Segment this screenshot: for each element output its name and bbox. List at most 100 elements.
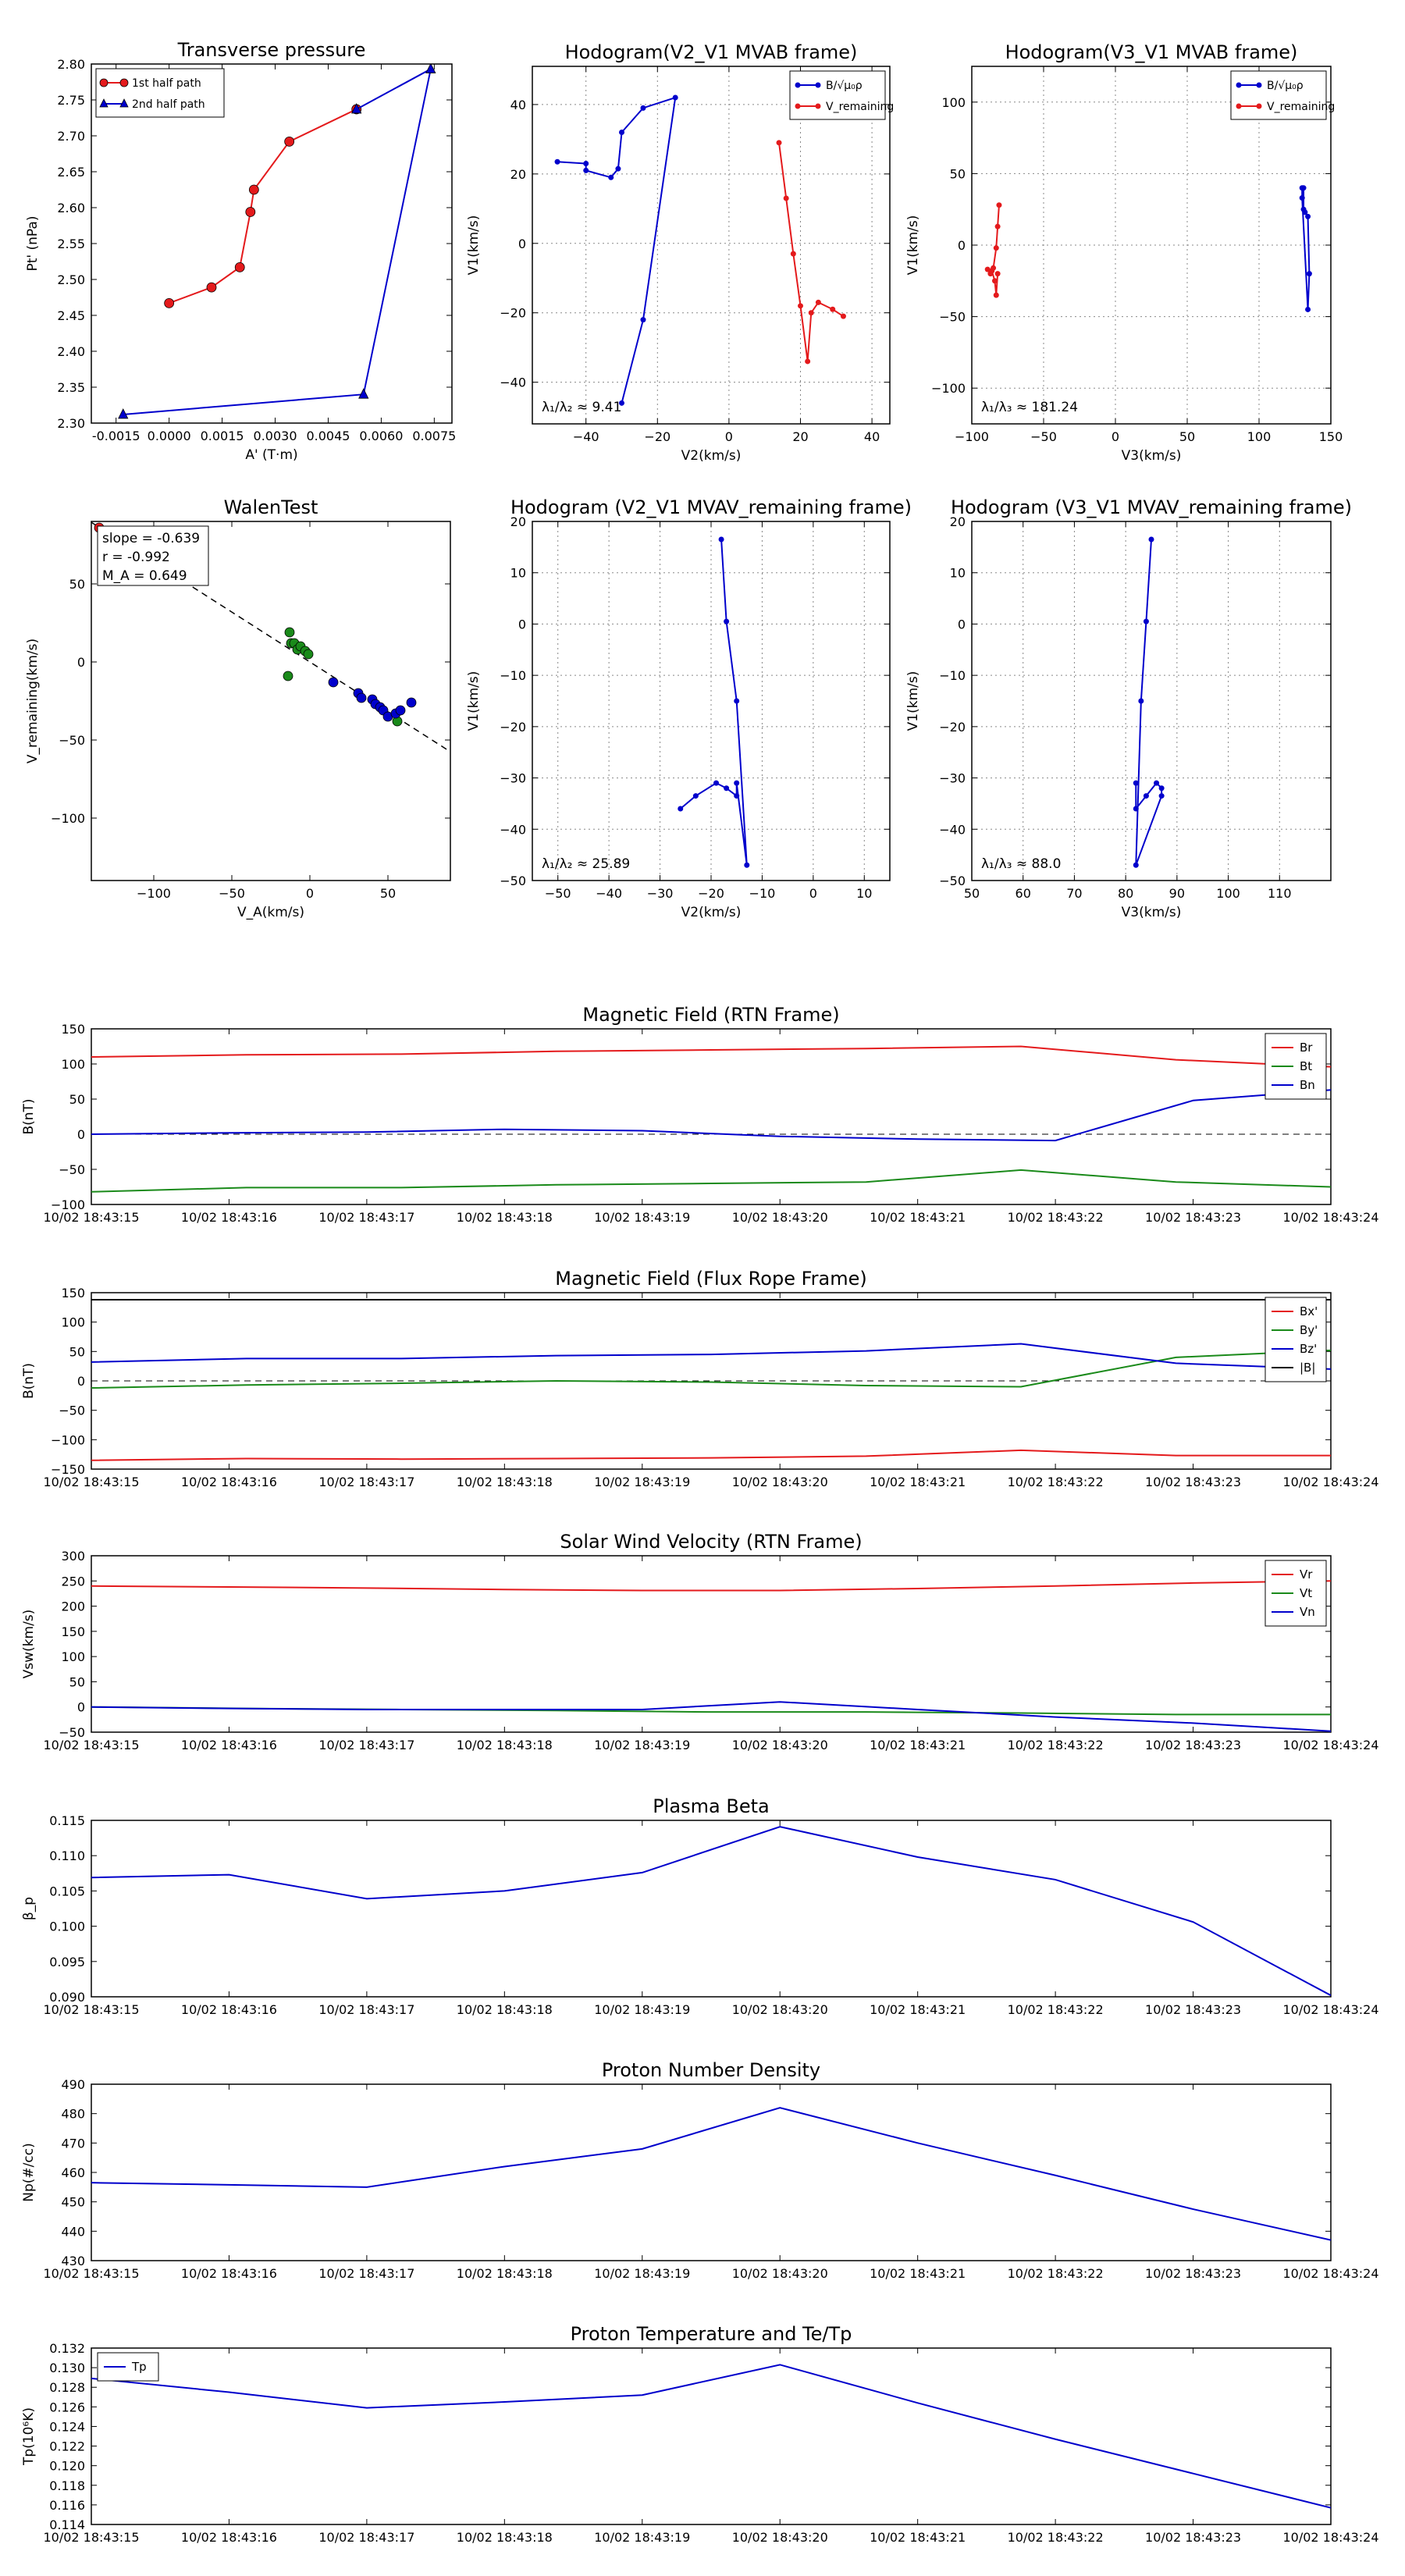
series-line-beta bbox=[91, 1826, 1331, 1997]
y-tick-label: −100 bbox=[931, 381, 966, 396]
series-line-Vn bbox=[91, 1701, 1331, 1732]
data-point bbox=[615, 165, 621, 172]
chart-np: 10/02 18:43:15 10/02 18:43:16 10/02 18:43:… bbox=[21, 2059, 1379, 2281]
time-tick-label: 10/02 18:43:22 bbox=[1008, 1475, 1104, 1489]
stats-text: slope = -0.639 bbox=[102, 531, 200, 546]
y-tick-label: 0.124 bbox=[49, 2419, 85, 2434]
y-tick-label: 0.120 bbox=[49, 2459, 85, 2474]
y-tick-label: 50 bbox=[950, 166, 966, 181]
time-tick-label: 10/02 18:43:23 bbox=[1145, 1475, 1241, 1489]
y-tick-label: −100 bbox=[51, 811, 85, 826]
data-point bbox=[99, 78, 108, 87]
series-line-Bn bbox=[91, 1089, 1331, 1142]
series-line-Vr bbox=[91, 1580, 1331, 1592]
series-blue bbox=[328, 677, 417, 722]
y-tick-label: 2.30 bbox=[57, 416, 85, 431]
data-point bbox=[1158, 793, 1165, 799]
y-tick-label: −40 bbox=[939, 822, 966, 837]
series-blue bbox=[1133, 536, 1165, 868]
y-tick-label: 0 bbox=[958, 617, 966, 632]
y-tick-label: 20 bbox=[510, 167, 526, 182]
time-tick-label: 10/02 18:43:23 bbox=[1145, 2002, 1241, 2017]
data-point bbox=[1133, 806, 1139, 812]
time-tick-label: 10/02 18:43:23 bbox=[1145, 1210, 1241, 1225]
y-tick-label: 0.114 bbox=[49, 2517, 85, 2532]
legend-label: By' bbox=[1300, 1323, 1318, 1337]
y-tick-label: 2.70 bbox=[57, 129, 85, 144]
data-point bbox=[1299, 195, 1305, 201]
legend-label: B/√μ₀ρ bbox=[1267, 80, 1304, 92]
time-tick-label: 10/02 18:43:16 bbox=[181, 1475, 277, 1489]
data-point bbox=[640, 105, 646, 111]
chart-b_fr: 10/02 18:43:15 10/02 18:43:16 10/02 18:43:… bbox=[21, 1268, 1379, 1489]
y-axis-label: Np(#/cc) bbox=[21, 2143, 37, 2201]
x-tick-label: 50 bbox=[380, 886, 396, 901]
y-tick-label: 0.118 bbox=[49, 2478, 85, 2493]
time-tick-label: 10/02 18:43:18 bbox=[457, 2002, 553, 2017]
series-line bbox=[123, 67, 432, 415]
legend-label: Vt bbox=[1300, 1586, 1312, 1600]
series-green bbox=[283, 627, 403, 727]
legend-label: Vr bbox=[1300, 1567, 1313, 1582]
y-tick-label: 0 bbox=[518, 617, 526, 632]
x-tick-label: 0 bbox=[809, 886, 817, 901]
data-point bbox=[1148, 536, 1154, 543]
series-line-Bt bbox=[91, 1169, 1331, 1193]
time-tick-label: 10/02 18:43:24 bbox=[1282, 1210, 1378, 1225]
y-tick-label: 0.122 bbox=[49, 2439, 85, 2454]
y-tick-label: −30 bbox=[939, 771, 966, 786]
plot-area bbox=[91, 2107, 1331, 2241]
time-tick-label: 10/02 18:43:15 bbox=[43, 1475, 139, 1489]
y-tick-label: 0 bbox=[77, 655, 85, 670]
time-tick-label: 10/02 18:43:24 bbox=[1282, 2266, 1378, 2281]
data-point bbox=[993, 292, 999, 298]
eigen-ratio-annotation: λ₁/λ₃ ≈ 181.24 bbox=[981, 400, 1078, 415]
chart-title: Transverse pressure bbox=[177, 39, 366, 61]
y-tick-label: −100 bbox=[51, 1197, 85, 1212]
data-point bbox=[1138, 698, 1144, 704]
y-tick-label: −50 bbox=[59, 1162, 85, 1177]
chart-title: Hodogram(V3_V1 MVAB frame) bbox=[1005, 41, 1298, 63]
x-tick-label: 60 bbox=[1016, 886, 1031, 901]
data-point bbox=[776, 140, 782, 146]
stats-box bbox=[97, 525, 209, 586]
x-tick-label: 0.0060 bbox=[359, 429, 403, 443]
x-tick-label: 0.0000 bbox=[148, 429, 191, 443]
time-tick-label: 10/02 18:43:17 bbox=[318, 1738, 414, 1752]
y-tick-label: 480 bbox=[61, 2107, 85, 2122]
series-line bbox=[169, 109, 357, 304]
legend-label: Bt bbox=[1300, 1059, 1312, 1073]
x-tick-label: 110 bbox=[1268, 886, 1292, 901]
y-tick-label: 50 bbox=[69, 577, 85, 592]
y-tick-label: 50 bbox=[69, 1092, 85, 1107]
y-tick-label: 2.35 bbox=[57, 380, 85, 395]
y-tick-label: 440 bbox=[61, 2224, 85, 2239]
chart-walen: −100 −50 0 50 −100 −50 0 50 WalenTest V_A(km/s) V_… bbox=[25, 496, 451, 920]
chart-title: Hodogram (V3_V1 MVAV_remaining frame) bbox=[951, 496, 1352, 518]
data-point bbox=[713, 780, 720, 786]
time-tick-label: 10/02 18:43:15 bbox=[43, 2530, 139, 2545]
plot-area bbox=[91, 1299, 1331, 1461]
y-tick-label: 0.132 bbox=[49, 2341, 85, 2356]
time-tick-label: 10/02 18:43:24 bbox=[1282, 1475, 1378, 1489]
y-axis-label: V1(km/s) bbox=[466, 671, 482, 731]
y-tick-label: 20 bbox=[950, 514, 966, 529]
axes-frame bbox=[91, 2347, 1332, 2525]
x-tick-label: 10 bbox=[856, 886, 872, 901]
data-point bbox=[1154, 780, 1160, 786]
y-tick-label: 0.095 bbox=[49, 1955, 85, 1969]
y-tick-label: 0.128 bbox=[49, 2380, 85, 2395]
plot-area bbox=[91, 1580, 1331, 1732]
y-tick-label: 2.40 bbox=[57, 344, 85, 359]
x-tick-label: 70 bbox=[1066, 886, 1082, 901]
series-V_remaining bbox=[984, 202, 1002, 298]
series-line-Tp bbox=[91, 2364, 1331, 2509]
data-point bbox=[678, 806, 684, 812]
time-tick-label: 10/02 18:43:19 bbox=[594, 2266, 690, 2281]
x-tick-label: 90 bbox=[1169, 886, 1185, 901]
y-tick-label: 0 bbox=[77, 1127, 85, 1142]
data-point bbox=[808, 310, 814, 316]
y-tick-label: 0 bbox=[77, 1374, 85, 1389]
y-tick-label: 0 bbox=[518, 237, 526, 251]
y-tick-label: 250 bbox=[61, 1574, 85, 1589]
